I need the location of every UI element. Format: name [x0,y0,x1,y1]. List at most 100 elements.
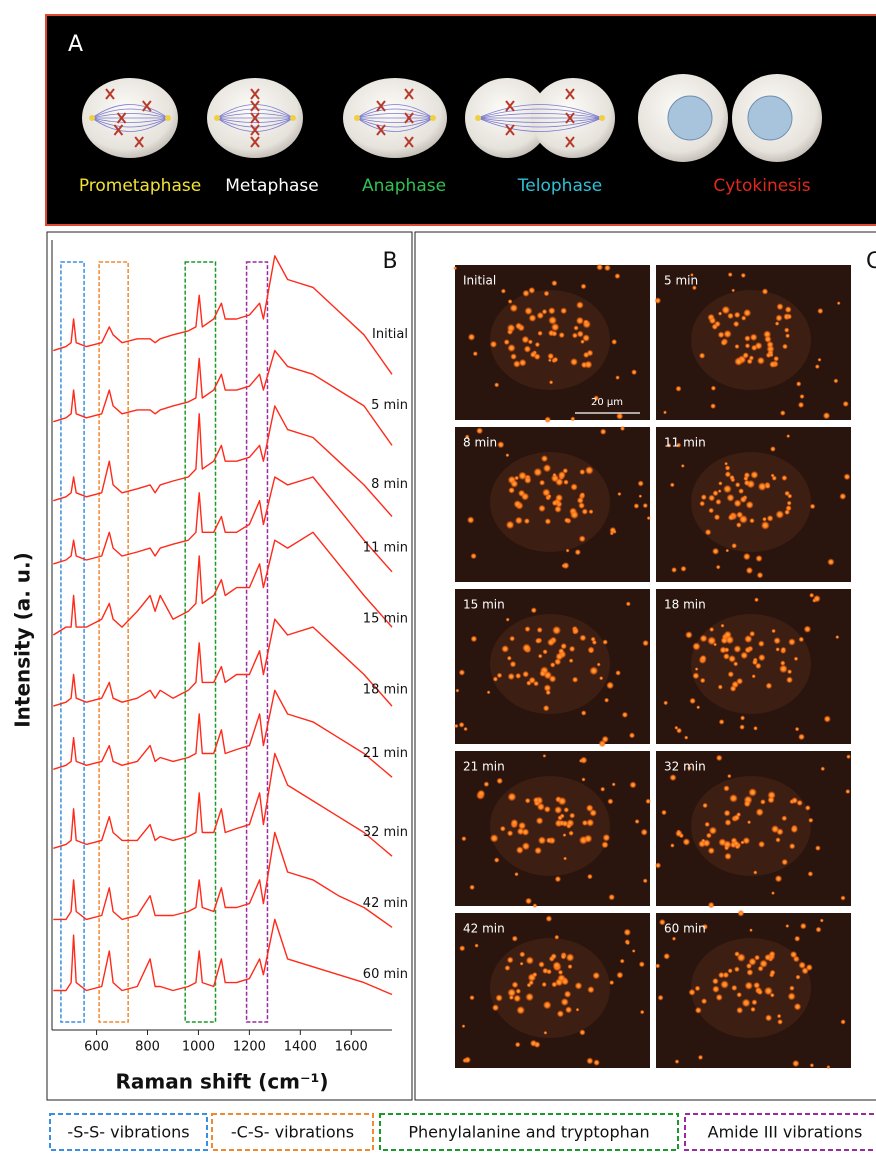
legend-label: Phenylalanine and tryptophan [408,1123,649,1142]
particle [718,311,722,315]
particle [635,819,640,824]
particle [547,494,552,499]
particle [818,358,822,362]
particle [467,516,474,523]
particle [718,331,725,338]
pole [354,115,360,121]
particle [568,830,573,835]
particle [535,342,540,347]
particle [484,781,490,787]
particle [764,335,771,342]
particle [561,998,569,1006]
particle [513,500,521,508]
particle [776,828,783,835]
particle [494,382,499,387]
particle [736,511,743,518]
particle [515,1042,521,1048]
particle [462,1024,466,1028]
particle [748,788,757,797]
pole [430,115,436,121]
particle [762,517,767,522]
particle [709,627,714,632]
particle [553,961,561,969]
particle [582,508,588,514]
particle [604,265,611,272]
particle [740,715,745,720]
particle [781,647,787,653]
particle [768,796,775,803]
particle [538,961,545,968]
particle [524,476,531,483]
particle [511,819,519,827]
particle [761,521,770,530]
particle [616,972,623,979]
particle [520,962,524,966]
particle [544,291,550,297]
particle [744,800,751,807]
particle [835,635,839,639]
particle [744,647,751,654]
particle [524,345,531,352]
particle [782,344,788,350]
particle [746,963,752,969]
particle [643,503,648,508]
particle [692,642,700,650]
particle [791,797,798,804]
particle [510,661,517,668]
particle [551,331,557,337]
particle [581,710,587,716]
particle [575,549,581,555]
particle [538,654,543,659]
particle [746,501,754,509]
particle [718,489,722,493]
particle [762,288,768,294]
particle [789,843,795,849]
particle [769,353,773,357]
particle [564,517,570,523]
particle [522,671,529,678]
pole [599,115,605,121]
particle [785,924,789,928]
particle [745,982,753,990]
particle [758,654,765,661]
particle [800,923,807,930]
particle [519,951,525,957]
particle [785,306,792,313]
particle [515,517,523,525]
particle [733,841,739,847]
particle [775,647,780,652]
particle [596,264,603,271]
particle [737,910,744,917]
particle [731,543,737,549]
particle [771,474,775,478]
particle [775,510,784,519]
particle [539,670,546,677]
particle [525,798,531,804]
particle [506,521,515,530]
particle [548,358,552,362]
particle [679,833,684,838]
particle [579,1029,585,1035]
particle [564,991,571,998]
particle [593,1059,600,1066]
particle [570,416,575,421]
particle [576,317,584,325]
particle [554,806,562,814]
cell-haze [490,614,610,714]
particle [583,319,589,325]
particle [638,480,644,486]
particle [532,972,537,977]
particle [758,841,765,848]
particle [524,518,530,524]
particle [497,441,504,448]
particle [658,995,664,1001]
particle [708,495,715,502]
particle [716,755,723,762]
particle [713,643,717,647]
particle [728,968,733,973]
particle [563,807,569,813]
particle [806,964,813,971]
particle [557,1010,564,1017]
particle [792,1060,799,1067]
particle [553,357,559,363]
